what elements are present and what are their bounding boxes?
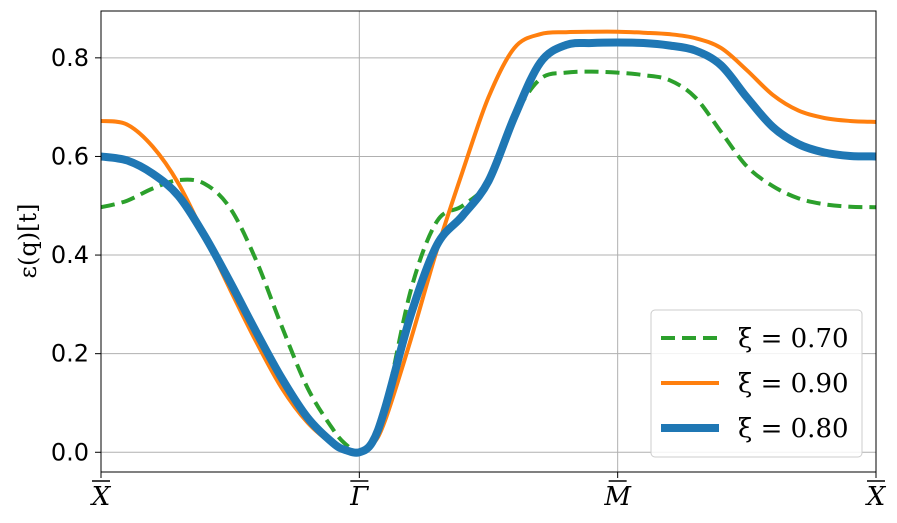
y-tick-label: 0.4	[51, 241, 89, 269]
y-tick-label: 0.2	[51, 340, 89, 368]
series-line	[100, 69, 877, 455]
ticks-group: 0.0 0.2 0.4 0.6 0.8 X Γ M X	[51, 44, 887, 512]
y-axis-label: ε(q)[t]	[14, 204, 42, 279]
plot-frame	[100, 10, 877, 473]
series-group	[100, 29, 877, 457]
legend-box	[650, 309, 863, 458]
legend-label: ξ = 0.80	[738, 414, 849, 444]
legend-label: ξ = 0.90	[738, 369, 849, 399]
y-tick-label: 0.6	[51, 142, 89, 170]
series-line	[100, 29, 877, 455]
x-tick-label: Γ	[349, 482, 369, 512]
series-line	[100, 38, 877, 457]
x-tick-label: X	[90, 482, 112, 512]
legend-label: ξ = 0.70	[738, 324, 849, 354]
y-tick-label: 0.8	[51, 44, 89, 72]
x-tick-label: X	[865, 482, 887, 512]
y-tick-label: 0.0	[51, 438, 89, 466]
x-tick-label: M	[603, 482, 632, 512]
legend: ξ = 0.70 ξ = 0.90 ξ = 0.80	[650, 309, 863, 458]
